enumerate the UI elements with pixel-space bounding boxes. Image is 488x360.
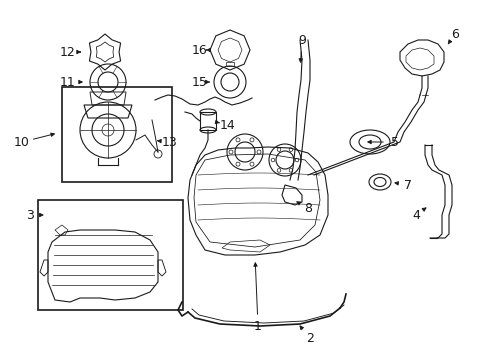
Text: 11: 11 [60, 76, 76, 89]
Text: 14: 14 [220, 118, 235, 131]
Text: 16: 16 [192, 44, 207, 57]
Text: 8: 8 [304, 202, 311, 215]
Text: 12: 12 [60, 45, 76, 59]
Text: 3: 3 [26, 208, 34, 221]
Text: 6: 6 [450, 27, 458, 41]
Text: 7: 7 [403, 179, 411, 192]
Text: 2: 2 [305, 332, 313, 345]
Text: 9: 9 [298, 33, 305, 46]
Text: 15: 15 [192, 76, 207, 89]
Text: 1: 1 [254, 320, 262, 333]
Text: 10: 10 [14, 135, 30, 149]
Text: 4: 4 [411, 208, 419, 221]
Text: 13: 13 [162, 135, 178, 149]
Text: 5: 5 [390, 135, 398, 149]
